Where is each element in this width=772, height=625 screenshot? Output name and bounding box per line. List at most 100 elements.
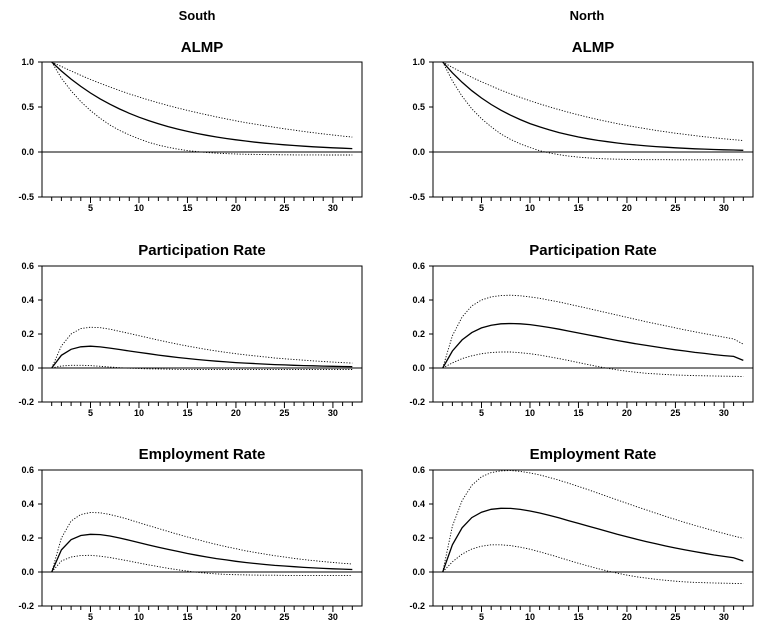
panel-title: Participation Rate: [529, 242, 657, 259]
lower-band-line: [51, 61, 353, 156]
y-tick-label: 0.6: [412, 465, 425, 475]
panel-north-almp: ALMP -0.5 0.0 0.5 1.0 5 10 15 20 25 30: [409, 39, 754, 213]
panel-title: ALMP: [181, 39, 224, 56]
x-tick-label: 30: [719, 203, 729, 213]
lower-band-line: [51, 554, 353, 576]
x-tick-label: 30: [328, 203, 338, 213]
y-tick-label: 0.2: [21, 533, 34, 543]
plot-frame: [41, 265, 363, 403]
x-tick-label: 15: [573, 612, 583, 622]
y-tick-label: -0.2: [18, 601, 34, 611]
x-tick-label: 5: [479, 203, 484, 213]
y-tick-label: 0.2: [21, 329, 34, 339]
x-tick-label: 20: [622, 612, 632, 622]
x-tick-label: 15: [573, 408, 583, 418]
y-tick-label: 0.0: [21, 147, 34, 157]
column-title-south: South: [178, 8, 216, 23]
y-tick-label: 0.0: [21, 567, 34, 577]
y-tick-label: -0.5: [409, 192, 425, 202]
y-tick-label: 0.4: [412, 499, 425, 509]
response-line: [442, 322, 744, 369]
x-tick-label: 10: [525, 203, 535, 213]
upper-band-line: [442, 294, 744, 369]
panel-title: ALMP: [572, 39, 615, 56]
y-tick-label: 0.0: [412, 147, 425, 157]
x-tick-label: 5: [88, 408, 93, 418]
panel-north-employment-rate: Employment Rate -0.2 0.0 0.2 0.4 0.6 5 10 15 20 25…: [409, 446, 754, 622]
y-tick-label: 0.2: [412, 329, 425, 339]
x-tick-label: 25: [279, 203, 289, 213]
x-tick-label: 30: [328, 408, 338, 418]
lower-band-line: [442, 544, 744, 585]
response-line: [51, 61, 353, 150]
x-tick-label: 15: [182, 408, 192, 418]
panel-title: Participation Rate: [138, 242, 266, 259]
upper-band-line: [51, 326, 353, 369]
x-tick-label: 20: [622, 203, 632, 213]
y-tick-label: 0.0: [412, 363, 425, 373]
x-tick-label: 25: [279, 612, 289, 622]
y-tick-label: 0.4: [412, 295, 425, 305]
x-tick-label: 5: [88, 203, 93, 213]
plot-frame: [432, 61, 754, 198]
y-tick-label: 0.4: [21, 499, 34, 509]
panel-title: Employment Rate: [139, 446, 266, 463]
panel-south-almp: ALMP -0.5 0.0 0.5 1.0 5 10 15 20 25 30: [18, 39, 363, 213]
x-tick-label: 30: [719, 612, 729, 622]
y-tick-label: 0.5: [21, 102, 34, 112]
column-title-north: North: [569, 8, 605, 23]
x-tick-label: 20: [231, 203, 241, 213]
x-tick-label: 15: [182, 203, 192, 213]
lower-band-line: [442, 351, 744, 377]
x-tick-label: 10: [134, 408, 144, 418]
x-tick-label: 25: [279, 408, 289, 418]
x-tick-label: 15: [182, 612, 192, 622]
y-tick-label: -0.5: [18, 192, 34, 202]
x-tick-label: 10: [134, 203, 144, 213]
upper-band-line: [442, 61, 744, 141]
y-tick-label: -0.2: [409, 601, 425, 611]
x-tick-label: 30: [328, 612, 338, 622]
x-tick-label: 5: [479, 408, 484, 418]
plot-frame: [41, 61, 363, 198]
x-tick-label: 30: [719, 408, 729, 418]
x-tick-label: 15: [573, 203, 583, 213]
y-tick-label: 0.2: [412, 533, 425, 543]
x-tick-label: 5: [479, 612, 484, 622]
y-tick-label: -0.2: [18, 397, 34, 407]
panel-south-employment-rate: Employment Rate -0.2 0.0 0.2 0.4 0.6 5 10 15 20 25…: [18, 446, 363, 622]
upper-band-line: [51, 512, 353, 573]
y-tick-label: 0.5: [412, 102, 425, 112]
response-line: [51, 533, 353, 573]
x-tick-label: 5: [88, 612, 93, 622]
x-tick-label: 20: [231, 612, 241, 622]
panel-north-participation-rate: Participation Rate -0.2 0.0 0.2 0.4 0.6 5 10 15 2…: [409, 242, 754, 418]
y-tick-label: 0.4: [21, 295, 34, 305]
x-tick-label: 20: [231, 408, 241, 418]
x-tick-label: 25: [670, 408, 680, 418]
upper-band-line: [51, 61, 353, 138]
x-tick-label: 10: [525, 408, 535, 418]
panel-south-participation-rate: Participation Rate -0.2 0.0 0.2 0.4 0.6 5 10 15 2…: [18, 242, 363, 418]
response-line: [442, 507, 744, 573]
x-tick-label: 25: [670, 612, 680, 622]
response-line: [51, 345, 353, 369]
upper-band-line: [442, 470, 744, 573]
y-tick-label: 0.6: [412, 261, 425, 271]
response-line: [442, 61, 744, 151]
x-tick-label: 25: [670, 203, 680, 213]
x-tick-label: 10: [525, 612, 535, 622]
y-tick-label: 0.6: [21, 261, 34, 271]
y-tick-label: 1.0: [412, 57, 425, 67]
y-tick-label: 0.0: [412, 567, 425, 577]
plot-frame: [432, 469, 754, 607]
lower-band-line: [442, 61, 744, 161]
x-tick-label: 10: [134, 612, 144, 622]
plot-frame: [41, 469, 363, 607]
y-tick-label: 1.0: [21, 57, 34, 67]
panel-title: Employment Rate: [530, 446, 657, 463]
y-tick-label: -0.2: [409, 397, 425, 407]
y-tick-label: 0.0: [21, 363, 34, 373]
x-tick-label: 20: [622, 408, 632, 418]
